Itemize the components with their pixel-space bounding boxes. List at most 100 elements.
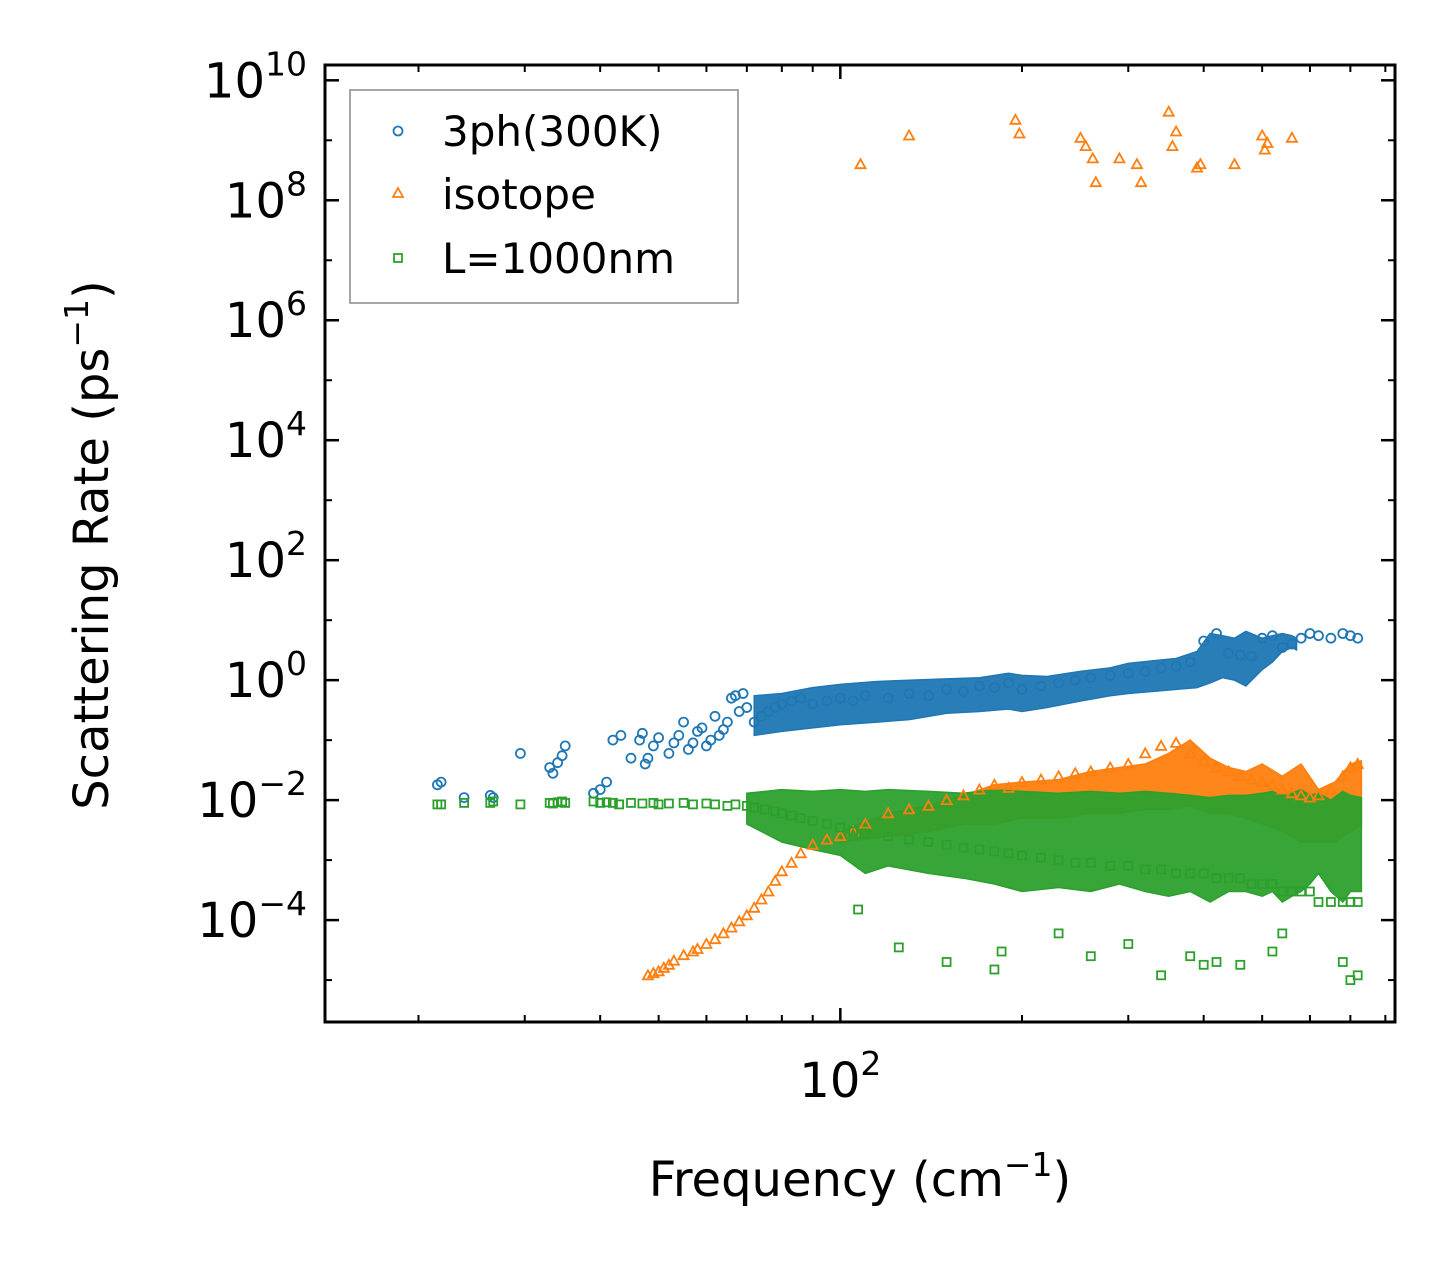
- point-3ph: [821, 695, 833, 707]
- scatter-points: [431, 104, 1365, 985]
- point-3ph: [1267, 630, 1278, 642]
- point-boundary: [923, 837, 934, 847]
- point-boundary: [459, 798, 470, 808]
- point-isotope: [1169, 736, 1183, 748]
- point-3ph: [722, 716, 733, 728]
- point-isotope: [1336, 769, 1350, 782]
- legend-entry-3ph: 3ph(300K): [392, 107, 662, 156]
- point-boundary: [974, 844, 985, 855]
- point-3ph: [941, 684, 952, 695]
- point-isotope: [1193, 157, 1207, 170]
- point-3ph: [678, 716, 689, 728]
- point-isotope: [1311, 788, 1326, 801]
- point-isotope: [833, 829, 847, 842]
- point-3ph: [1139, 666, 1151, 677]
- point-isotope: [1222, 764, 1236, 777]
- point-isotope: [1169, 124, 1183, 137]
- y-tick-label: 10−2: [197, 764, 307, 829]
- point-boundary: [1257, 879, 1268, 889]
- point-3ph: [1345, 630, 1356, 642]
- point-3ph: [748, 716, 760, 728]
- point-boundary: [1053, 928, 1064, 939]
- point-3ph: [559, 740, 571, 752]
- point-3ph: [974, 680, 985, 692]
- point-isotope: [1227, 157, 1242, 170]
- point-boundary: [1140, 864, 1151, 875]
- point-boundary: [835, 822, 846, 833]
- y-tick-label: 102: [225, 524, 307, 589]
- point-isotope: [1034, 772, 1048, 785]
- y-tick-label: 10−4: [197, 884, 307, 949]
- point-isotope: [1130, 157, 1144, 170]
- point-isotope: [1209, 760, 1224, 773]
- point-3ph: [1211, 628, 1222, 639]
- y-tick-label: 100: [225, 644, 307, 709]
- point-3ph: [795, 692, 807, 704]
- point-3ph: [807, 698, 819, 710]
- point-3ph: [634, 734, 645, 746]
- point-3ph: [1069, 674, 1081, 686]
- point-boundary: [1326, 897, 1336, 907]
- point-3ph: [601, 776, 612, 788]
- point-boundary: [1185, 951, 1196, 962]
- point-boundary: [1156, 970, 1166, 981]
- point-isotope: [987, 777, 1001, 790]
- point-isotope: [902, 128, 916, 141]
- point-boundary: [1352, 897, 1363, 907]
- point-boundary: [1017, 850, 1027, 861]
- point-isotope: [1165, 139, 1179, 152]
- y-axis-title: Scattering Rate (ps−1): [57, 280, 120, 810]
- legend-marker-triangle: [391, 186, 405, 198]
- point-3ph: [458, 792, 470, 803]
- y-tick-label: 1010: [204, 44, 307, 109]
- point-boundary: [1053, 855, 1064, 865]
- point-boundary: [515, 799, 526, 810]
- point-isotope: [686, 944, 700, 957]
- point-boundary: [958, 843, 969, 853]
- point-isotope: [667, 953, 681, 966]
- point-boundary: [996, 946, 1007, 957]
- point-boundary: [1003, 848, 1014, 859]
- point-boundary: [588, 796, 599, 807]
- point-isotope: [1079, 139, 1093, 152]
- point-isotope: [768, 874, 782, 886]
- point-3ph: [435, 776, 447, 788]
- point-boundary: [710, 799, 720, 810]
- point-isotope: [1183, 746, 1197, 759]
- point-isotope: [1351, 757, 1365, 769]
- point-isotope: [1162, 104, 1176, 117]
- point-boundary: [1223, 873, 1234, 884]
- point-isotope: [708, 932, 722, 945]
- legend-entry-boundary: L=1000nm: [393, 234, 675, 283]
- point-3ph: [673, 730, 685, 741]
- point-3ph: [776, 698, 788, 710]
- point-3ph: [668, 737, 680, 749]
- point-isotope: [1303, 790, 1317, 803]
- point-isotope: [761, 884, 775, 897]
- point-boundary: [560, 798, 571, 808]
- point-isotope: [747, 900, 761, 913]
- point-isotope: [902, 802, 916, 815]
- point-isotope: [820, 832, 834, 845]
- point-3ph: [642, 752, 654, 764]
- point-isotope: [1103, 760, 1117, 773]
- point-boundary: [1185, 868, 1196, 879]
- point-3ph: [756, 710, 767, 722]
- point-isotope: [1233, 769, 1247, 782]
- point-boundary: [860, 828, 871, 839]
- legend: 3ph(300K) isotope L=1000nm: [349, 89, 739, 304]
- point-isotope: [740, 908, 754, 921]
- point-isotope: [972, 782, 986, 795]
- point-isotope: [858, 817, 872, 829]
- point-boundary: [989, 846, 1000, 857]
- point-boundary: [941, 839, 952, 850]
- point-3ph: [709, 710, 721, 722]
- x-tick-label: 102: [799, 1044, 881, 1109]
- point-boundary: [1267, 879, 1278, 889]
- point-isotope: [1138, 746, 1152, 759]
- legend-entry-isotope: isotope: [391, 170, 596, 219]
- point-3ph: [639, 758, 651, 770]
- point-boundary: [730, 799, 741, 810]
- point-boundary: [1211, 957, 1222, 967]
- point-boundary: [653, 799, 664, 810]
